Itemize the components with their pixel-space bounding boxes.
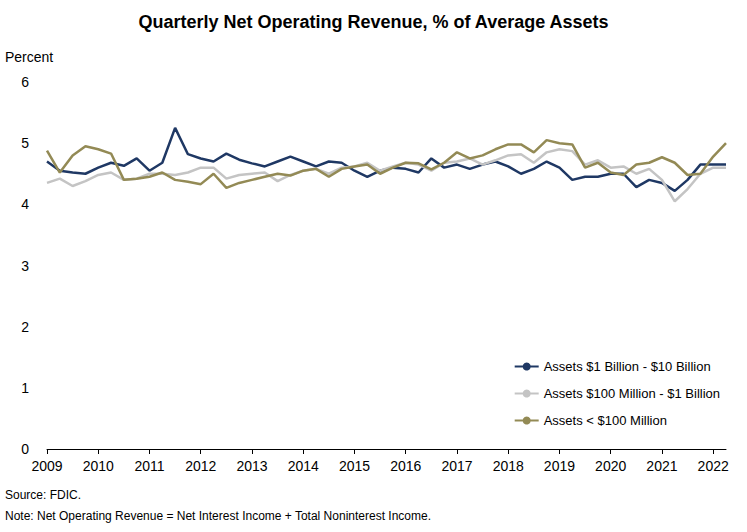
- svg-text:2014: 2014: [288, 458, 319, 474]
- svg-text:2020: 2020: [595, 458, 626, 474]
- svg-text:4: 4: [21, 196, 29, 212]
- svg-text:2021: 2021: [646, 458, 677, 474]
- svg-text:2009: 2009: [31, 458, 62, 474]
- svg-text:2018: 2018: [493, 458, 524, 474]
- svg-text:2016: 2016: [390, 458, 421, 474]
- svg-text:6: 6: [21, 74, 29, 90]
- svg-text:2011: 2011: [134, 458, 164, 474]
- svg-text:2010: 2010: [83, 458, 114, 474]
- svg-text:2022: 2022: [698, 458, 729, 474]
- svg-text:5: 5: [21, 135, 29, 151]
- svg-text:Source: FDIC.: Source: FDIC.: [5, 488, 81, 502]
- svg-text:Note: Net Operating Revenue =: Note: Net Operating Revenue = Net Intere…: [5, 509, 431, 523]
- svg-text:2017: 2017: [441, 458, 472, 474]
- svg-text:3: 3: [21, 258, 29, 274]
- svg-text:Assets $100 Million - $1 Billi: Assets $100 Million - $1 Billion: [544, 386, 720, 401]
- svg-text:2: 2: [21, 319, 29, 335]
- svg-text:2019: 2019: [544, 458, 575, 474]
- svg-text:2012: 2012: [185, 458, 216, 474]
- svg-text:2015: 2015: [339, 458, 370, 474]
- svg-text:Quarterly Net Operating Revenu: Quarterly Net Operating Revenue, % of Av…: [138, 12, 608, 32]
- svg-text:Assets $1 Billion - $10 Billio: Assets $1 Billion - $10 Billion: [544, 359, 711, 374]
- svg-text:Percent: Percent: [5, 49, 53, 65]
- svg-text:2013: 2013: [236, 458, 267, 474]
- svg-text:0: 0: [21, 441, 29, 457]
- svg-text:Assets < $100 Million: Assets < $100 Million: [544, 413, 667, 428]
- svg-text:1: 1: [21, 380, 29, 396]
